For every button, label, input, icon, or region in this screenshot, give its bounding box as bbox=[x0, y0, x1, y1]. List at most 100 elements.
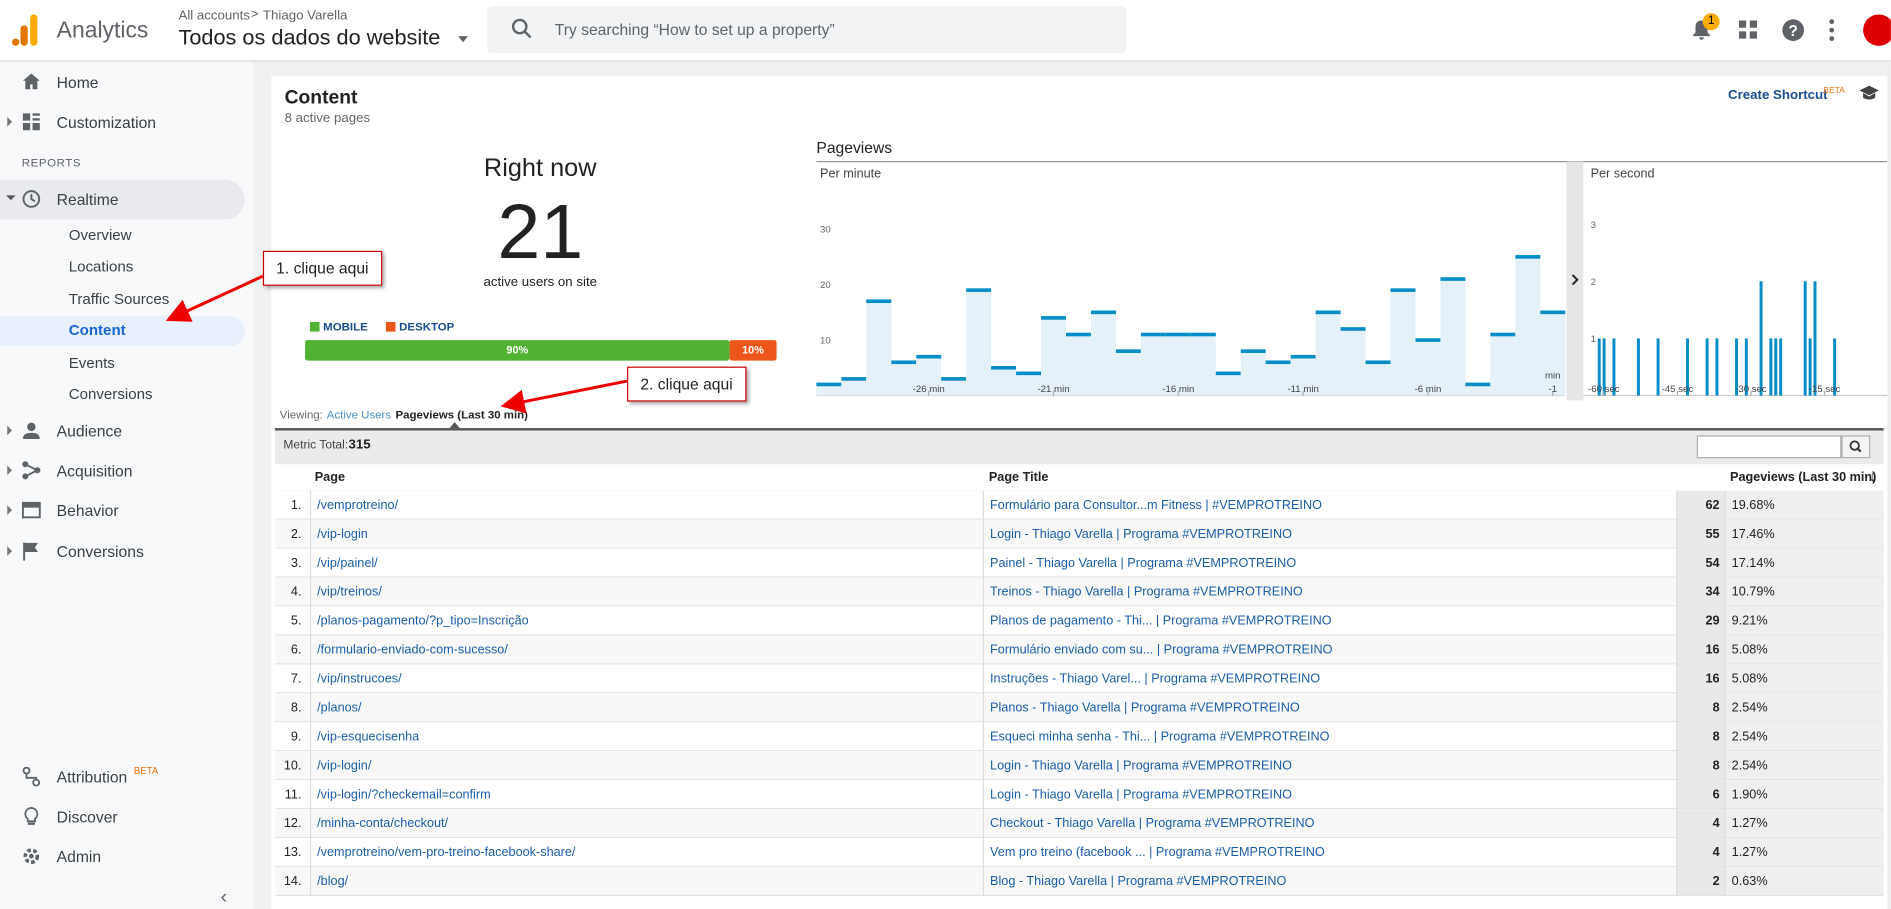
search-box[interactable] bbox=[487, 6, 1127, 54]
page-link[interactable]: /minha-conta/checkout/ bbox=[317, 816, 449, 831]
nav-subitem[interactable]: Locations bbox=[68, 258, 134, 275]
viewing-tab[interactable]: Active Users bbox=[326, 408, 392, 423]
page-link[interactable]: /vemprotreino/vem-pro-treino-facebook-sh… bbox=[317, 845, 576, 860]
bar-top bbox=[1265, 360, 1291, 365]
bar-top bbox=[1165, 332, 1191, 337]
page-title-link[interactable]: Treinos - Thiago Varella | Programa #VEM… bbox=[990, 584, 1303, 600]
cell-border bbox=[1724, 577, 1726, 607]
avatar[interactable] bbox=[1863, 14, 1891, 46]
more-icon[interactable] bbox=[1828, 18, 1835, 42]
page-title-link[interactable]: Formulário enviado com su... | Programa … bbox=[990, 642, 1333, 658]
pageviews-share: 1.27% bbox=[1731, 845, 1768, 860]
bar bbox=[1215, 373, 1241, 396]
table-row bbox=[274, 664, 1884, 694]
nav-item[interactable]: Audience bbox=[56, 422, 123, 441]
top-bar bbox=[0, 0, 1891, 62]
bar-top bbox=[1315, 310, 1341, 315]
nav-subitem[interactable]: Overview bbox=[68, 226, 132, 244]
nav-item[interactable]: Conversions bbox=[56, 542, 144, 561]
page-link[interactable]: /vip-login/ bbox=[317, 758, 372, 773]
share-cell-bg bbox=[1724, 635, 1884, 664]
bar-top bbox=[1440, 277, 1466, 281]
page-title-link[interactable]: Instruções - Thiago Varel... | Programa … bbox=[990, 671, 1321, 687]
apps-icon[interactable] bbox=[1738, 20, 1758, 40]
page-title-link[interactable]: Checkout - Thiago Varella | Programa #VE… bbox=[990, 816, 1315, 831]
cell-border bbox=[1676, 751, 1678, 781]
page-link[interactable]: /blog/ bbox=[317, 874, 349, 889]
nav-item[interactable]: Home bbox=[56, 73, 99, 92]
nav-subitem[interactable]: Conversions bbox=[68, 385, 153, 403]
table-row bbox=[274, 693, 1884, 723]
conversions-icon bbox=[23, 542, 38, 561]
academy-icon[interactable] bbox=[1858, 84, 1880, 101]
table-search-button[interactable] bbox=[1841, 435, 1871, 459]
page-title-link[interactable]: Planos - Thiago Varella | Programa #VEMP… bbox=[990, 700, 1300, 716]
page-link[interactable]: /vip/treinos/ bbox=[317, 584, 382, 600]
page-title-link[interactable]: Esqueci minha senha - Thi... | Programa … bbox=[990, 729, 1330, 745]
nav-item[interactable]: Customization bbox=[56, 113, 157, 132]
nav-subitem[interactable]: Events bbox=[68, 354, 115, 372]
bar bbox=[1803, 281, 1807, 396]
page-title-link[interactable]: Login - Thiago Varella | Programa #VEMPR… bbox=[990, 526, 1292, 542]
cell-border bbox=[1724, 867, 1726, 896]
page-title-link[interactable]: Formulário para Consultor...m Fitness | … bbox=[990, 498, 1322, 513]
nav-item[interactable]: Attribution bbox=[56, 768, 128, 787]
page-title-link[interactable]: Vem pro treino (facebook ... | Programa … bbox=[990, 845, 1325, 860]
pageviews-share: 2.54% bbox=[1731, 729, 1768, 745]
page-link[interactable]: /vip/painel/ bbox=[317, 555, 378, 571]
page-link[interactable]: /vemprotreino/ bbox=[317, 498, 399, 513]
nav-item[interactable]: Admin bbox=[56, 847, 102, 866]
page-link[interactable]: /planos/ bbox=[317, 700, 362, 716]
nav-item[interactable]: Behavior bbox=[56, 501, 119, 520]
x-tick-label: -15 sec bbox=[1809, 384, 1841, 395]
page-title-link[interactable]: Blog - Thiago Varella | Programa #VEMPRO… bbox=[990, 874, 1287, 889]
page-link[interactable]: /vip-esquecisenha bbox=[317, 729, 420, 745]
caret bbox=[7, 546, 13, 556]
page-link[interactable]: /vip/instrucoes/ bbox=[317, 671, 402, 687]
page-link[interactable]: /formulario-enviado-com-sucesso/ bbox=[317, 642, 508, 658]
page-link[interactable]: /vip-login bbox=[317, 526, 368, 542]
view-selector[interactable]: Todos os dados do website bbox=[178, 25, 441, 50]
help-icon[interactable]: ? bbox=[1781, 18, 1805, 42]
breadcrumb[interactable]: All accounts bbox=[178, 8, 250, 23]
table-search-input[interactable] bbox=[1696, 435, 1842, 459]
row-rank: 12. bbox=[283, 816, 302, 831]
collapse-button[interactable]: ‹ bbox=[220, 887, 228, 909]
page-title-link[interactable]: Login - Thiago Varella | Programa #VEMPR… bbox=[990, 758, 1292, 773]
page-title-link[interactable]: Planos de pagamento - Thi... | Programa … bbox=[990, 613, 1332, 629]
cell-border bbox=[309, 664, 312, 694]
page-title-link[interactable]: Login - Thiago Varella | Programa #VEMPR… bbox=[990, 787, 1292, 802]
bar bbox=[1016, 373, 1042, 396]
y-tick-label: 1 bbox=[1591, 334, 1596, 345]
annotation: 1. clique aqui bbox=[262, 250, 382, 286]
bar-top bbox=[1365, 360, 1391, 365]
value-cell-bg bbox=[1676, 838, 1725, 866]
pageviews-share: 1.90% bbox=[1731, 787, 1768, 802]
caret bbox=[7, 116, 13, 127]
bar-top bbox=[916, 354, 942, 359]
page-link[interactable]: /vip-login/?checkemail=confirm bbox=[317, 787, 491, 802]
create-shortcut[interactable]: Create Shortcut bbox=[1728, 88, 1828, 103]
value-cell-bg bbox=[1676, 664, 1725, 693]
column-header[interactable]: Pageviews (Last 30 min) bbox=[1729, 470, 1877, 485]
column-header[interactable]: Page Title bbox=[988, 470, 1049, 485]
row-rank: 14. bbox=[283, 874, 302, 889]
bar bbox=[1705, 338, 1709, 396]
column-header[interactable]: Page bbox=[314, 470, 346, 485]
customization-icon bbox=[22, 113, 40, 131]
viewing-tab-active[interactable]: Pageviews (Last 30 min) bbox=[395, 408, 528, 423]
nav-subitem[interactable]: Content bbox=[68, 321, 126, 339]
device-bar bbox=[305, 340, 730, 361]
page-title-link[interactable]: Painel - Thiago Varella | Programa #VEMP… bbox=[990, 555, 1297, 571]
nav-item[interactable]: Discover bbox=[56, 807, 118, 827]
metric-total-label: Metric Total: bbox=[283, 438, 349, 453]
breadcrumb[interactable]: Thiago Varella bbox=[262, 8, 348, 23]
nav-item[interactable]: Acquisition bbox=[56, 461, 133, 480]
page-link[interactable]: /planos-pagamento/?p_tipo=Inscrição bbox=[317, 613, 529, 629]
nav-subitem[interactable]: Traffic Sources bbox=[68, 290, 170, 308]
nav-item[interactable]: Realtime bbox=[56, 190, 119, 209]
table-row bbox=[274, 606, 1884, 636]
bar bbox=[1597, 338, 1601, 396]
bar-top bbox=[1115, 349, 1141, 353]
